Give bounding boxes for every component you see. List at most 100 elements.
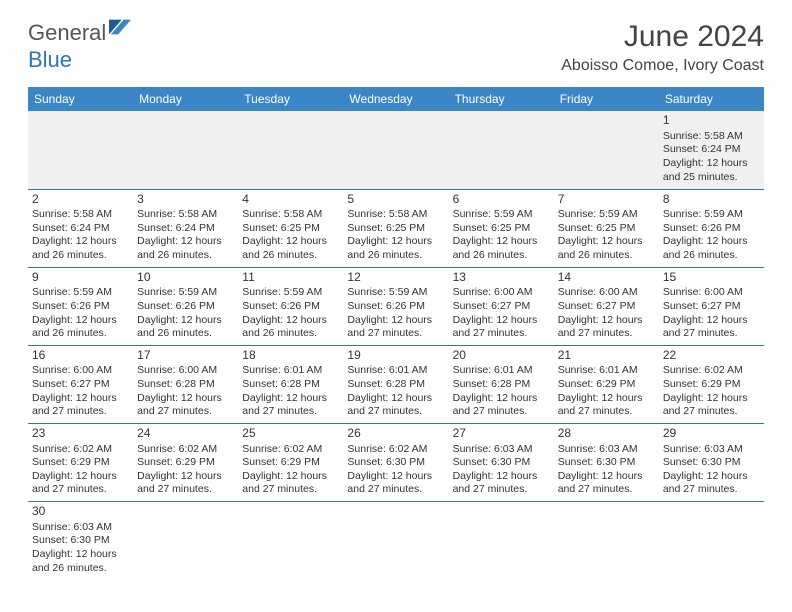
sunrise-text: Sunrise: 6:01 AM — [453, 364, 550, 378]
calendar-day: 16Sunrise: 6:00 AMSunset: 6:27 PMDayligh… — [28, 345, 133, 423]
day-number: 19 — [347, 348, 444, 364]
daylight-text: Daylight: 12 hours and 27 minutes. — [558, 314, 655, 341]
sunset-text: Sunset: 6:29 PM — [32, 456, 129, 470]
calendar-day: 19Sunrise: 6:01 AMSunset: 6:28 PMDayligh… — [343, 345, 448, 423]
sunset-text: Sunset: 6:27 PM — [558, 300, 655, 314]
daylight-text: Daylight: 12 hours and 26 minutes. — [347, 235, 444, 262]
sunrise-text: Sunrise: 6:01 AM — [558, 364, 655, 378]
sunrise-text: Sunrise: 5:59 AM — [663, 208, 760, 222]
sunrise-text: Sunrise: 6:02 AM — [242, 443, 339, 457]
sunrise-text: Sunrise: 5:58 AM — [347, 208, 444, 222]
day-header-row: SundayMondayTuesdayWednesdayThursdayFrid… — [28, 87, 764, 111]
sunset-text: Sunset: 6:24 PM — [32, 222, 129, 236]
daylight-text: Daylight: 12 hours and 27 minutes. — [453, 392, 550, 419]
sunrise-text: Sunrise: 6:00 AM — [663, 286, 760, 300]
daylight-text: Daylight: 12 hours and 27 minutes. — [453, 314, 550, 341]
title-block: June 2024 Aboisso Comoe, Ivory Coast — [561, 20, 764, 77]
day-number: 2 — [32, 192, 129, 208]
sunrise-text: Sunrise: 6:00 AM — [32, 364, 129, 378]
day-number: 18 — [242, 348, 339, 364]
sunrise-text: Sunrise: 6:02 AM — [663, 364, 760, 378]
calendar-day: 21Sunrise: 6:01 AMSunset: 6:29 PMDayligh… — [554, 345, 659, 423]
sunset-text: Sunset: 6:24 PM — [663, 143, 760, 157]
sunrise-text: Sunrise: 5:59 AM — [347, 286, 444, 300]
sunset-text: Sunset: 6:29 PM — [242, 456, 339, 470]
brand-part2: Blue — [28, 47, 72, 73]
sunset-text: Sunset: 6:24 PM — [137, 222, 234, 236]
sunrise-text: Sunrise: 5:58 AM — [242, 208, 339, 222]
sunset-text: Sunset: 6:25 PM — [558, 222, 655, 236]
daylight-text: Daylight: 12 hours and 27 minutes. — [242, 470, 339, 497]
daylight-text: Daylight: 12 hours and 27 minutes. — [663, 470, 760, 497]
calendar-day: 25Sunrise: 6:02 AMSunset: 6:29 PMDayligh… — [238, 423, 343, 501]
calendar-week: 1Sunrise: 5:58 AMSunset: 6:24 PMDaylight… — [28, 111, 764, 189]
sunset-text: Sunset: 6:26 PM — [663, 222, 760, 236]
calendar-empty — [554, 111, 659, 189]
calendar-day: 11Sunrise: 5:59 AMSunset: 6:26 PMDayligh… — [238, 267, 343, 345]
calendar-day: 30Sunrise: 6:03 AMSunset: 6:30 PMDayligh… — [28, 502, 133, 580]
daylight-text: Daylight: 12 hours and 27 minutes. — [347, 314, 444, 341]
brand-logo: General — [28, 20, 131, 46]
sunrise-text: Sunrise: 5:59 AM — [453, 208, 550, 222]
sunset-text: Sunset: 6:27 PM — [453, 300, 550, 314]
daylight-text: Daylight: 12 hours and 26 minutes. — [558, 235, 655, 262]
calendar-empty — [238, 111, 343, 189]
day-number: 28 — [558, 426, 655, 442]
calendar-day: 9Sunrise: 5:59 AMSunset: 6:26 PMDaylight… — [28, 267, 133, 345]
day-number: 7 — [558, 192, 655, 208]
sunrise-text: Sunrise: 6:02 AM — [32, 443, 129, 457]
flag-icon — [109, 19, 131, 35]
calendar-week: 30Sunrise: 6:03 AMSunset: 6:30 PMDayligh… — [28, 502, 764, 580]
calendar-empty — [133, 502, 238, 580]
calendar-day: 15Sunrise: 6:00 AMSunset: 6:27 PMDayligh… — [659, 267, 764, 345]
daylight-text: Daylight: 12 hours and 26 minutes. — [137, 235, 234, 262]
day-number: 12 — [347, 270, 444, 286]
sunrise-text: Sunrise: 6:03 AM — [663, 443, 760, 457]
sunset-text: Sunset: 6:25 PM — [453, 222, 550, 236]
daylight-text: Daylight: 12 hours and 27 minutes. — [32, 392, 129, 419]
calendar-empty — [133, 111, 238, 189]
day-number: 9 — [32, 270, 129, 286]
header: General June 2024 Aboisso Comoe, Ivory C… — [28, 20, 764, 77]
day-number: 13 — [453, 270, 550, 286]
daylight-text: Daylight: 12 hours and 27 minutes. — [137, 470, 234, 497]
day-number: 21 — [558, 348, 655, 364]
sunrise-text: Sunrise: 5:59 AM — [137, 286, 234, 300]
sunset-text: Sunset: 6:29 PM — [558, 378, 655, 392]
sunrise-text: Sunrise: 5:59 AM — [32, 286, 129, 300]
sunset-text: Sunset: 6:30 PM — [558, 456, 655, 470]
calendar-day: 12Sunrise: 5:59 AMSunset: 6:26 PMDayligh… — [343, 267, 448, 345]
calendar-day: 5Sunrise: 5:58 AMSunset: 6:25 PMDaylight… — [343, 189, 448, 267]
day-header: Tuesday — [238, 87, 343, 111]
day-header: Sunday — [28, 87, 133, 111]
daylight-text: Daylight: 12 hours and 26 minutes. — [242, 235, 339, 262]
calendar-day: 23Sunrise: 6:02 AMSunset: 6:29 PMDayligh… — [28, 423, 133, 501]
day-header: Wednesday — [343, 87, 448, 111]
day-header: Monday — [133, 87, 238, 111]
sunset-text: Sunset: 6:25 PM — [242, 222, 339, 236]
calendar-day: 13Sunrise: 6:00 AMSunset: 6:27 PMDayligh… — [449, 267, 554, 345]
sunset-text: Sunset: 6:29 PM — [663, 378, 760, 392]
sunrise-text: Sunrise: 6:03 AM — [32, 521, 129, 535]
calendar-empty — [554, 502, 659, 580]
day-number: 24 — [137, 426, 234, 442]
sunset-text: Sunset: 6:28 PM — [137, 378, 234, 392]
calendar-empty — [659, 502, 764, 580]
day-number: 16 — [32, 348, 129, 364]
calendar-week: 9Sunrise: 5:59 AMSunset: 6:26 PMDaylight… — [28, 267, 764, 345]
calendar-empty — [449, 111, 554, 189]
day-number: 17 — [137, 348, 234, 364]
calendar-day: 3Sunrise: 5:58 AMSunset: 6:24 PMDaylight… — [133, 189, 238, 267]
day-number: 23 — [32, 426, 129, 442]
daylight-text: Daylight: 12 hours and 26 minutes. — [663, 235, 760, 262]
location: Aboisso Comoe, Ivory Coast — [561, 57, 764, 75]
sunrise-text: Sunrise: 5:58 AM — [137, 208, 234, 222]
daylight-text: Daylight: 12 hours and 27 minutes. — [453, 470, 550, 497]
day-header: Saturday — [659, 87, 764, 111]
calendar-day: 26Sunrise: 6:02 AMSunset: 6:30 PMDayligh… — [343, 423, 448, 501]
month-title: June 2024 — [561, 20, 764, 54]
calendar-table: SundayMondayTuesdayWednesdayThursdayFrid… — [28, 87, 764, 580]
sunrise-text: Sunrise: 6:01 AM — [242, 364, 339, 378]
sunset-text: Sunset: 6:27 PM — [32, 378, 129, 392]
day-number: 11 — [242, 270, 339, 286]
